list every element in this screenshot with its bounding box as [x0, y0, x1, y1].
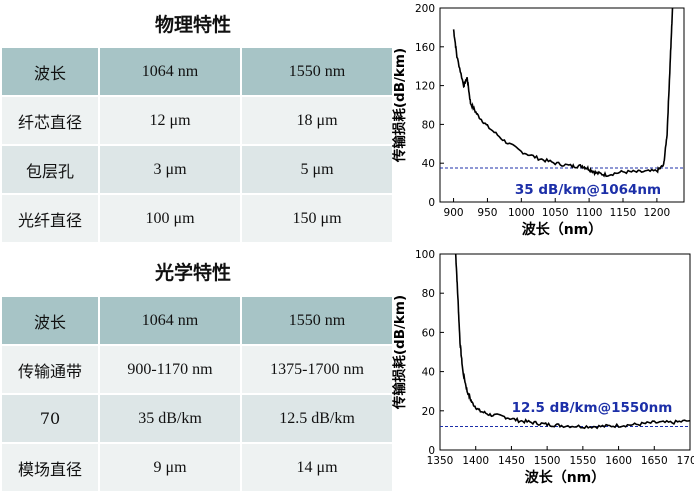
- y-tick-label: 120: [415, 81, 435, 93]
- y-tick-label: 40: [422, 367, 435, 379]
- table-cell: 包层孔: [0, 144, 100, 195]
- x-axis-label: 波长（nm）: [525, 469, 606, 486]
- table-row: 包层孔 3 μm 5 μm: [0, 144, 394, 195]
- loss-chart-1064: 900 950 1000 1050 1100 1150 1200 0 40 80 120 160 200…: [391, 3, 685, 238]
- x-tick-label: 1050: [542, 207, 569, 219]
- x-tick-label: 1650: [641, 455, 668, 467]
- y-tick-label: 0: [428, 445, 435, 457]
- y-axis-label: 传输损耗(dB/km): [391, 295, 408, 410]
- table-row: 纤芯直径 12 μm 18 μm: [0, 95, 394, 146]
- x-axis-label: 波长（nm）: [522, 221, 603, 238]
- y-tick-label: 0: [428, 197, 435, 209]
- table-cell: 波长: [0, 46, 100, 97]
- table-row: 波长 1064 nm 1550 nm: [0, 295, 394, 346]
- y-tick-label: 80: [422, 288, 435, 300]
- x-tick-label: 1000: [508, 207, 535, 219]
- y-tick-label: 60: [422, 327, 435, 339]
- table-cell: 900-1170 nm: [98, 344, 242, 395]
- table-row: 光纤直径 100 μm 150 μm: [0, 193, 394, 244]
- table-cell: 1064 nm: [98, 295, 242, 346]
- x-tick-label: 1100: [576, 207, 603, 219]
- plot-frame: [439, 7, 685, 203]
- table-cell: 1375-1700 nm: [240, 344, 394, 395]
- y-tick-label: 200: [415, 3, 435, 15]
- optical-properties-table: 波长 1064 nm 1550 nm 传输通带 900-1170 nm 1375…: [0, 295, 394, 493]
- x-tick-label: 1350: [427, 455, 454, 467]
- y-axis-label: 传输损耗(dB/km): [391, 48, 408, 163]
- table-cell: 150 μm: [240, 193, 394, 244]
- table-cell: 传输通带: [0, 344, 100, 395]
- table-cell: 模场直径: [0, 442, 100, 493]
- table-cell: 3 μm: [98, 144, 242, 195]
- table-cell: 9 μm: [98, 442, 242, 493]
- table-cell: 波长: [0, 295, 100, 346]
- plot-frame: [439, 253, 691, 451]
- x-tick-label: 1200: [644, 207, 671, 219]
- x-tick-label: 950: [477, 207, 497, 219]
- table-row: 波长 1064 nm 1550 nm: [0, 46, 394, 97]
- x-tick-label: 1700: [677, 455, 694, 467]
- table-row: 模场直径 9 μm 14 μm: [0, 442, 394, 493]
- x-tick-label: 1150: [610, 207, 637, 219]
- chart-annotation: 35 dB/km@1064nm: [515, 182, 661, 198]
- table-cell: 12.5 dB/km: [240, 393, 394, 444]
- table-cell: 12 μm: [98, 95, 242, 146]
- table-cell: 70: [0, 393, 100, 444]
- table-cell: 纤芯直径: [0, 95, 100, 146]
- y-tick-label: 20: [422, 406, 435, 418]
- table-row: 70 35 dB/km 12.5 dB/km: [0, 393, 394, 444]
- physical-properties-title: 物理特性: [154, 14, 231, 36]
- y-tick-label: 100: [415, 249, 435, 261]
- table-cell: 1064 nm: [98, 46, 242, 97]
- x-tick-label: 900: [444, 207, 464, 219]
- physical-properties-table: 波长 1064 nm 1550 nm 纤芯直径 12 μm 18 μm 包层孔 …: [0, 46, 394, 244]
- optical-properties-title: 光学特性: [154, 262, 231, 284]
- table-cell: 18 μm: [240, 95, 394, 146]
- table-cell: 35 dB/km: [98, 393, 242, 444]
- y-tick-label: 80: [422, 119, 435, 131]
- x-tick-label: 1550: [569, 455, 596, 467]
- table-cell: 1550 nm: [240, 295, 394, 346]
- chart-annotation: 12.5 dB/km@1550nm: [512, 400, 673, 416]
- y-tick-label: 160: [415, 42, 435, 54]
- y-tick-label: 40: [422, 158, 435, 170]
- loss-chart-1550: 1350 1400 1450 1500 1550 1600 1650 1700 0 20 40 60 8…: [391, 249, 694, 486]
- x-tick-label: 1450: [498, 455, 525, 467]
- table-cell: 14 μm: [240, 442, 394, 493]
- table-cell: 光纤直径: [0, 193, 100, 244]
- x-tick-label: 1400: [462, 455, 489, 467]
- table-cell: 100 μm: [98, 193, 242, 244]
- x-tick-label: 1600: [605, 455, 632, 467]
- table-row: 传输通带 900-1170 nm 1375-1700 nm: [0, 344, 394, 395]
- x-tick-label: 1500: [534, 455, 561, 467]
- table-cell: 1550 nm: [240, 46, 394, 97]
- series-line: [452, 7, 674, 178]
- table-cell: 5 μm: [240, 144, 394, 195]
- series-line: [454, 253, 691, 430]
